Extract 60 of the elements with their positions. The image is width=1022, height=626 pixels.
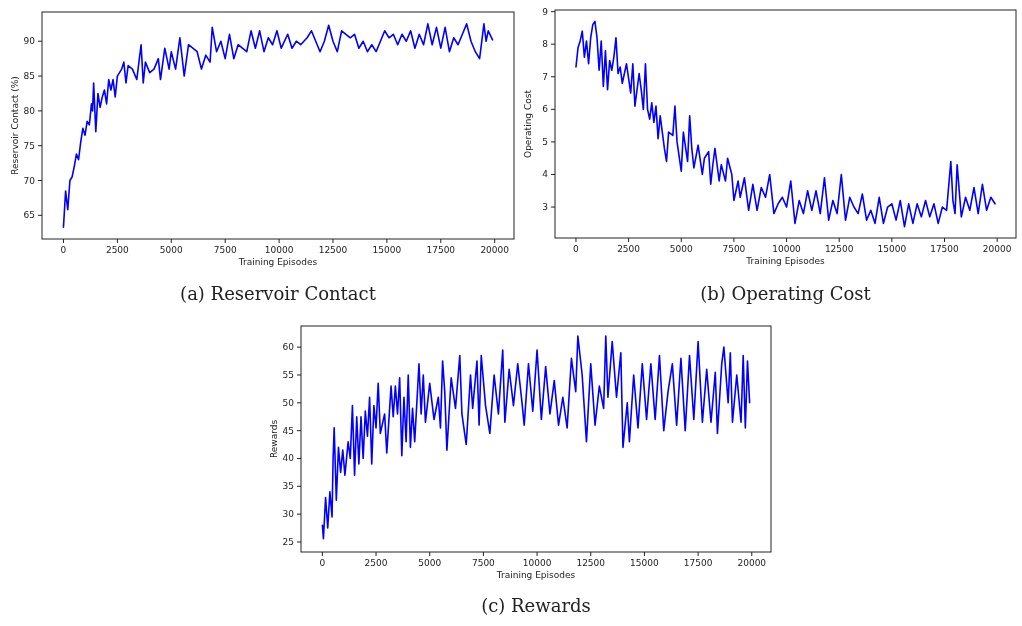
x-tick-label: 5000 <box>418 558 442 568</box>
x-tick-label: 10000 <box>522 558 552 568</box>
x-tick-label: 10000 <box>772 244 802 254</box>
x-tick-label: 0 <box>60 245 67 255</box>
x-tick-label: 20000 <box>480 245 510 255</box>
x-tick-label: 2500 <box>364 558 388 568</box>
x-axis-title: Training Episodes <box>237 257 318 267</box>
x-tick-label: 12500 <box>318 245 348 255</box>
x-tick-label: 20000 <box>737 558 767 568</box>
y-tick-label: 6 <box>542 104 549 115</box>
x-tick-label: 15000 <box>372 245 402 255</box>
y-tick-label: 45 <box>282 425 294 436</box>
x-tick-label: 15000 <box>630 558 660 568</box>
y-tick-label: 80 <box>23 105 36 116</box>
y-tick-label: 40 <box>282 453 295 464</box>
y-tick-label: 9 <box>542 6 549 17</box>
x-tick-label: 0 <box>319 558 326 568</box>
x-tick-label: 7500 <box>213 245 237 255</box>
y-axis-title: Rewards <box>269 419 279 459</box>
x-axis-title: Training Episodes <box>495 570 576 580</box>
x-axis-title: Training Episodes <box>745 256 826 266</box>
x-tick-label: 2500 <box>105 245 130 255</box>
x-tick-label: 7500 <box>722 244 746 254</box>
x-tick-label: 10000 <box>264 245 294 255</box>
x-tick-label: 17500 <box>930 244 960 254</box>
x-tick-label: 12500 <box>576 558 606 568</box>
y-tick-label: 3 <box>542 202 548 213</box>
x-tick-label: 2500 <box>617 244 641 254</box>
y-tick-label: 75 <box>23 140 35 151</box>
y-tick-label: 5 <box>542 136 548 147</box>
y-tick-label: 25 <box>282 536 294 547</box>
line-series <box>62 23 494 228</box>
y-tick-label: 8 <box>542 39 549 50</box>
text: (a) Reservoir Contact <box>180 283 377 304</box>
x-tick-label: 5000 <box>669 244 693 254</box>
line-series <box>321 335 751 540</box>
y-tick-label: 60 <box>282 342 295 353</box>
text: (b) Operating Cost <box>700 283 872 304</box>
x-tick-label: 5000 <box>159 245 183 255</box>
y-tick-label: 55 <box>282 369 294 380</box>
x-tick-label: 15000 <box>877 244 907 254</box>
x-tick-label: 7500 <box>471 558 496 568</box>
y-tick-label: 4 <box>542 169 549 180</box>
x-tick-label: 0 <box>573 244 580 254</box>
y-tick-label: 7 <box>542 71 548 82</box>
x-tick-label: 17500 <box>426 245 456 255</box>
y-axis-title: Operating Cost <box>523 89 533 158</box>
text: (c) Rewards <box>481 595 591 616</box>
x-tick-label: 12500 <box>824 244 854 254</box>
y-tick-label: 50 <box>282 397 295 408</box>
y-tick-label: 35 <box>282 481 294 492</box>
y-tick-label: 30 <box>282 509 295 520</box>
y-axis-title: Reservoir Contact (%) <box>10 76 20 175</box>
y-tick-label: 85 <box>23 71 35 82</box>
x-tick-label: 17500 <box>683 558 713 568</box>
y-tick-label: 65 <box>23 210 35 221</box>
y-tick-label: 70 <box>23 175 36 186</box>
y-tick-label: 90 <box>23 36 36 47</box>
line-series <box>575 20 996 228</box>
x-tick-label: 20000 <box>982 244 1012 254</box>
